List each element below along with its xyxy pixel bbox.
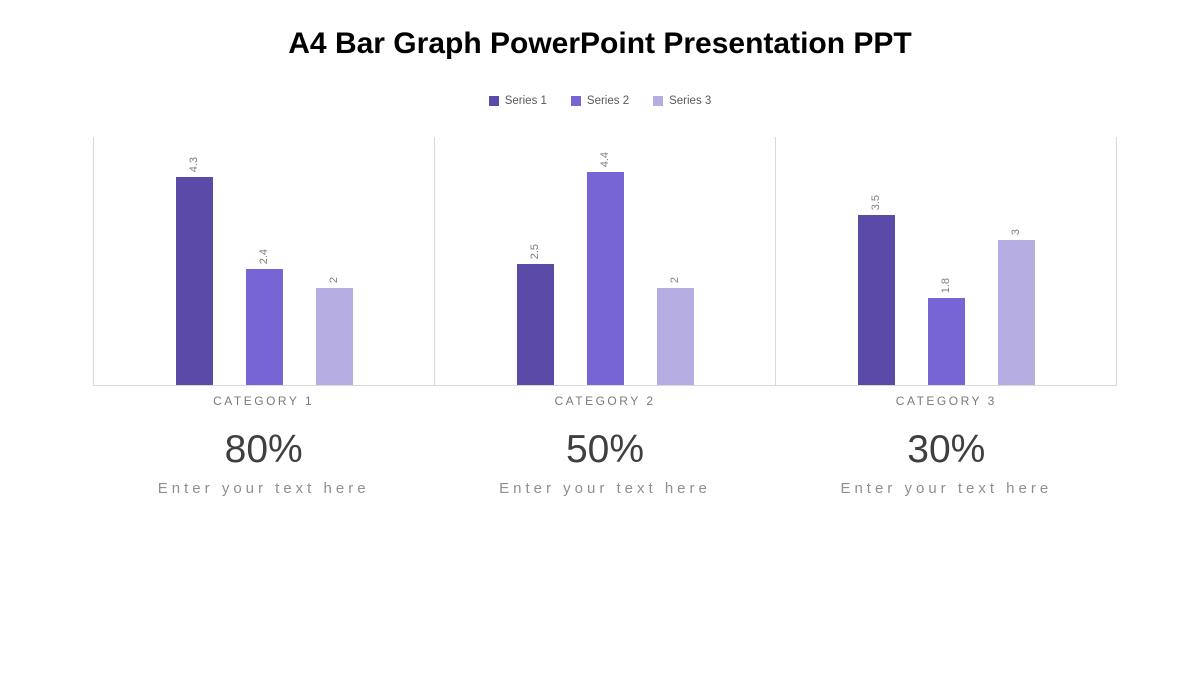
bar-group-series-3: 2 bbox=[315, 276, 353, 385]
stat-percent-3: 30% bbox=[907, 428, 986, 471]
bar bbox=[656, 288, 694, 385]
stat-caption-placeholder-1: Enter your text here bbox=[157, 479, 370, 497]
chart-panel-category-2: 2.5 4.4 2 bbox=[435, 137, 776, 385]
category-label-2: CATEGORY 2 bbox=[554, 394, 656, 408]
stat-percent-2: 50% bbox=[565, 428, 645, 471]
stat-caption-placeholder-2: Enter your text here bbox=[499, 479, 711, 497]
bar-data-label: 4.3 bbox=[188, 156, 200, 172]
bar-group-series-1: 4.3 bbox=[175, 156, 213, 385]
legend-item-series-3: Series 3 bbox=[653, 95, 711, 107]
bar-group-series-2: 1.8 bbox=[927, 277, 965, 385]
bar-data-label: 2.5 bbox=[529, 243, 541, 259]
stat-block-3: 30% Enter your text here bbox=[776, 428, 1117, 497]
chart-legend: Series 1 Series 2 Series 3 bbox=[0, 95, 1200, 107]
stat-caption-placeholder-3: Enter your text here bbox=[840, 479, 1053, 497]
bar-data-label: 2 bbox=[328, 276, 340, 283]
legend-label: Series 2 bbox=[586, 95, 630, 107]
bar bbox=[857, 215, 895, 385]
bar-data-label: 1.8 bbox=[940, 277, 952, 293]
chart-panel-category-3: 3.5 1.8 3 bbox=[776, 137, 1117, 385]
bar-data-label: 3 bbox=[1010, 228, 1022, 235]
bar bbox=[245, 269, 283, 385]
category-axis-labels: CATEGORY 1 CATEGORY 2 CATEGORY 3 bbox=[93, 394, 1117, 408]
bar-data-label: 4.4 bbox=[599, 151, 611, 167]
bar-group-series-3: 3 bbox=[997, 228, 1035, 385]
category-label-3: CATEGORY 3 bbox=[895, 394, 997, 408]
bar-chart-area: 4.3 2.4 2 2.5 4.4 2 3.5 1.8 3 bbox=[93, 137, 1117, 386]
bar-group-series-2: 4.4 bbox=[586, 151, 624, 385]
bar bbox=[516, 264, 554, 385]
stat-block-2: 50% Enter your text here bbox=[434, 428, 775, 497]
bar-group-series-1: 3.5 bbox=[857, 194, 895, 385]
bar-data-label: 2 bbox=[669, 276, 681, 283]
bar bbox=[315, 288, 353, 385]
stats-row: 80% Enter your text here 50% Enter your … bbox=[93, 428, 1117, 497]
bar bbox=[586, 172, 624, 385]
slide-title: A4 Bar Graph PowerPoint Presentation PPT bbox=[288, 27, 912, 60]
bar-group-series-1: 2.5 bbox=[516, 243, 554, 385]
legend-label: Series 3 bbox=[669, 95, 712, 107]
bar-group-series-2: 2.4 bbox=[245, 248, 283, 385]
chart-panel-category-1: 4.3 2.4 2 bbox=[94, 137, 435, 385]
stat-percent-1: 80% bbox=[224, 428, 303, 471]
bar-data-label: 3.5 bbox=[870, 194, 882, 210]
legend-swatch-series-3-icon bbox=[653, 96, 664, 106]
bar-group-series-3: 2 bbox=[656, 276, 694, 385]
bar bbox=[927, 298, 965, 385]
bar bbox=[175, 177, 213, 385]
legend-swatch-series-1-icon bbox=[488, 96, 499, 106]
legend-label: Series 1 bbox=[504, 95, 547, 107]
legend-swatch-series-2-icon bbox=[570, 96, 581, 106]
legend-item-series-1: Series 1 bbox=[488, 95, 547, 107]
bar bbox=[997, 240, 1035, 385]
category-label-1: CATEGORY 1 bbox=[213, 394, 315, 408]
legend-item-series-2: Series 2 bbox=[570, 95, 630, 107]
bar-data-label: 2.4 bbox=[258, 248, 270, 264]
stat-block-1: 80% Enter your text here bbox=[93, 428, 434, 497]
